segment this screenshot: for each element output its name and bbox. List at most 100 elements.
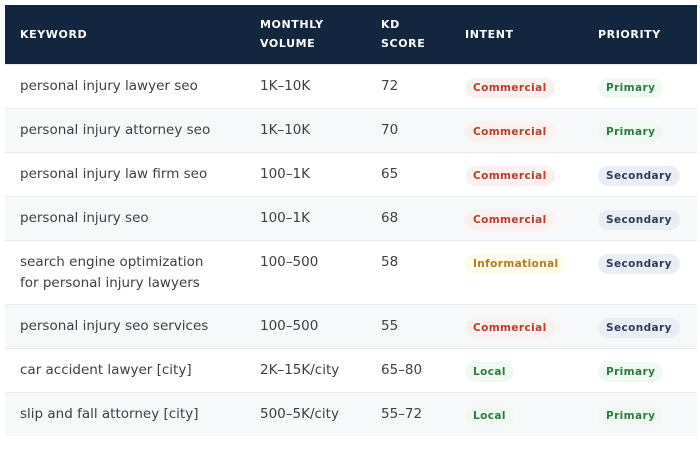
table-row: personal injury lawyer seo 1K–10K 72 Com… [5,63,697,108]
keyword-text: personal injury lawyer seo [20,77,198,94]
kd-cell: 72 [366,63,450,108]
priority-cell: Secondary [583,195,697,240]
keyword-text-line1: search engine optimization [20,253,204,270]
volume-cell: 100–1K [245,195,366,240]
keyword-text: personal injury law firm seo [20,165,208,182]
table-row: personal injury seo 100–1K 68 Commercial… [5,195,697,240]
volume-cell: 1K–10K [245,107,366,152]
kd-text: 55–72 [381,405,423,422]
intent-cell: Informational [450,239,583,304]
priority-badge: Secondary [598,253,680,274]
priority-cell: Primary [583,107,697,152]
kd-cell: 68 [366,195,450,240]
keyword-text: personal injury seo services [20,317,209,334]
priority-badge: Secondary [598,165,680,186]
header-intent-label: INTENT [465,27,514,41]
keyword-table-container: KEYWORD MONTHLY VOLUME KD SCORE INTENT PRI… [5,5,697,436]
intent-cell: Commercial [450,107,583,152]
keyword-text: personal injury seo [20,209,149,226]
volume-text: 100–500 [260,317,319,334]
priority-badge: Secondary [598,209,680,230]
volume-text: 100–1K [260,165,310,182]
header-kd-line2: SCORE [381,37,426,51]
volume-text: 2K–15K/city [260,361,340,378]
kd-cell: 58 [366,239,450,304]
kd-text: 72 [381,77,399,94]
volume-cell: 100–1K [245,151,366,196]
priority-badge: Primary [598,361,664,382]
volume-cell: 2K–15K/city [245,347,366,392]
priority-badge: Primary [598,121,664,142]
header-volume-line1: MONTHLY [260,18,324,32]
keyword-cell: personal injury seo [5,195,245,240]
keyword-cell: personal injury law firm seo [5,151,245,196]
priority-cell: Secondary [583,151,697,196]
keyword-cell: personal injury attorney seo [5,107,245,152]
intent-cell: Commercial [450,63,583,108]
keyword-table: KEYWORD MONTHLY VOLUME KD SCORE INTENT PRI… [5,5,697,436]
kd-text: 68 [381,209,399,226]
kd-text: 55 [381,317,399,334]
volume-cell: 100–500 [245,303,366,348]
keyword-text: slip and fall attorney [city] [20,405,199,422]
table-row: car accident lawyer [city] 2K–15K/city 6… [5,347,697,392]
priority-cell: Secondary [583,303,697,348]
intent-badge: Commercial [465,121,555,142]
header-monthly-volume: MONTHLY VOLUME [245,5,366,64]
intent-badge: Commercial [465,209,555,230]
table-row: personal injury law firm seo 100–1K 65 C… [5,151,697,196]
keyword-text: personal injury attorney seo [20,121,211,138]
intent-cell: Local [450,347,583,392]
volume-text: 1K–10K [260,77,311,94]
kd-cell: 65–80 [366,347,450,392]
volume-cell: 1K–10K [245,63,366,108]
keyword-cell: slip and fall attorney [city] [5,391,245,436]
kd-cell: 55–72 [366,391,450,436]
intent-cell: Commercial [450,151,583,196]
intent-badge: Commercial [465,317,555,338]
intent-badge: Commercial [465,77,555,98]
volume-text: 100–500 [260,253,319,270]
priority-badge: Secondary [598,317,680,338]
table-row: search engine optimization for personal i… [5,239,697,304]
volume-text: 500–5K/city [260,405,339,422]
header-kd-score: KD SCORE [366,5,450,64]
priority-badge: Primary [598,405,664,426]
intent-cell: Commercial [450,303,583,348]
volume-text: 100–1K [260,209,310,226]
intent-badge: Informational [465,253,567,274]
intent-badge: Local [465,405,514,426]
table-row: slip and fall attorney [city] 500–5K/cit… [5,391,697,436]
intent-badge: Local [465,361,514,382]
keyword-cell: personal injury seo services [5,303,245,348]
priority-cell: Primary [583,63,697,108]
header-keyword: KEYWORD [5,5,245,64]
volume-cell: 100–500 [245,239,366,304]
priority-cell: Primary [583,391,697,436]
keyword-cell: car accident lawyer [city] [5,347,245,392]
kd-text: 65–80 [381,361,423,378]
table-header-row: KEYWORD MONTHLY VOLUME KD SCORE INTENT PRI… [5,5,697,64]
keyword-cell: personal injury lawyer seo [5,63,245,108]
kd-cell: 70 [366,107,450,152]
header-keyword-label: KEYWORD [20,27,88,41]
header-priority: PRIORITY [583,5,697,64]
intent-badge: Commercial [465,165,555,186]
kd-text: 65 [381,165,399,182]
intent-cell: Commercial [450,195,583,240]
priority-cell: Primary [583,347,697,392]
kd-text: 58 [381,253,399,270]
keyword-cell: search engine optimization for personal i… [5,239,245,304]
keyword-text: car accident lawyer [city] [20,361,192,378]
header-kd-line1: KD [381,18,400,32]
volume-text: 1K–10K [260,121,311,138]
kd-cell: 55 [366,303,450,348]
table-row: personal injury attorney seo 1K–10K 70 C… [5,107,697,152]
header-volume-line2: VOLUME [260,37,316,51]
intent-cell: Local [450,391,583,436]
header-priority-label: PRIORITY [598,27,661,41]
priority-badge: Primary [598,77,664,98]
priority-cell: Secondary [583,239,697,304]
volume-cell: 500–5K/city [245,391,366,436]
kd-cell: 65 [366,151,450,196]
